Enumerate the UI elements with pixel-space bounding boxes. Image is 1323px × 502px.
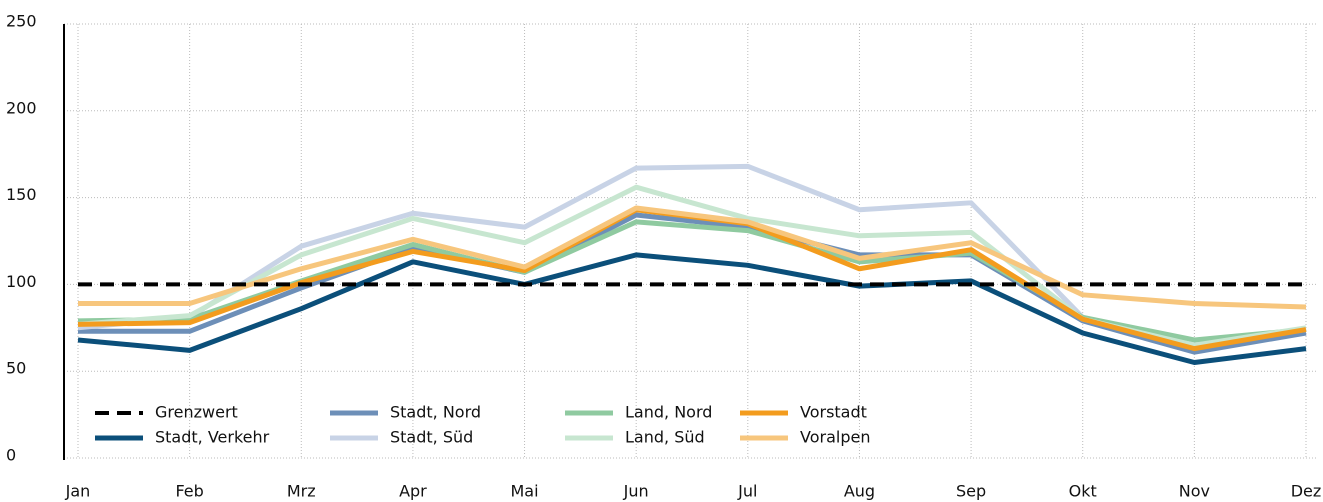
- series-line: [78, 205, 1307, 310]
- legend-label: Land, Nord: [625, 403, 712, 422]
- y-tick-label: 0: [6, 446, 16, 465]
- legend-label: Voralpen: [800, 428, 870, 447]
- x-tick-label: Mai: [511, 482, 539, 501]
- legend-label: Grenzwert: [155, 403, 238, 422]
- x-tick-label: Apr: [399, 482, 427, 501]
- y-tick-label: 50: [6, 359, 26, 378]
- x-tick-label: Sep: [956, 482, 986, 501]
- x-tick-label: Okt: [1069, 482, 1097, 501]
- x-tick-label: Aug: [844, 482, 875, 501]
- legend-label: Land, Süd: [625, 428, 705, 447]
- x-tick-label: Nov: [1179, 482, 1210, 501]
- legend-label: Stadt, Nord: [390, 403, 481, 422]
- series-line: [77, 163, 1307, 348]
- legend-label: Stadt, Verkehr: [155, 428, 270, 447]
- y-tick-label: 200: [6, 98, 37, 117]
- x-tick-label: Jun: [623, 482, 649, 501]
- x-tick-label: Jan: [65, 482, 91, 501]
- x-tick-label: Dez: [1291, 482, 1322, 501]
- y-tick-label: 250: [6, 12, 37, 31]
- x-tick-label: Mrz: [287, 482, 316, 501]
- x-tick-label: Jul: [737, 482, 757, 501]
- legend-label: Stadt, Süd: [390, 428, 473, 447]
- y-tick-label: 100: [6, 272, 37, 291]
- x-tick-label: Feb: [175, 482, 203, 501]
- y-tick-label: 150: [6, 185, 37, 204]
- legend-label: Vorstadt: [800, 403, 867, 422]
- series-line: [77, 252, 1307, 366]
